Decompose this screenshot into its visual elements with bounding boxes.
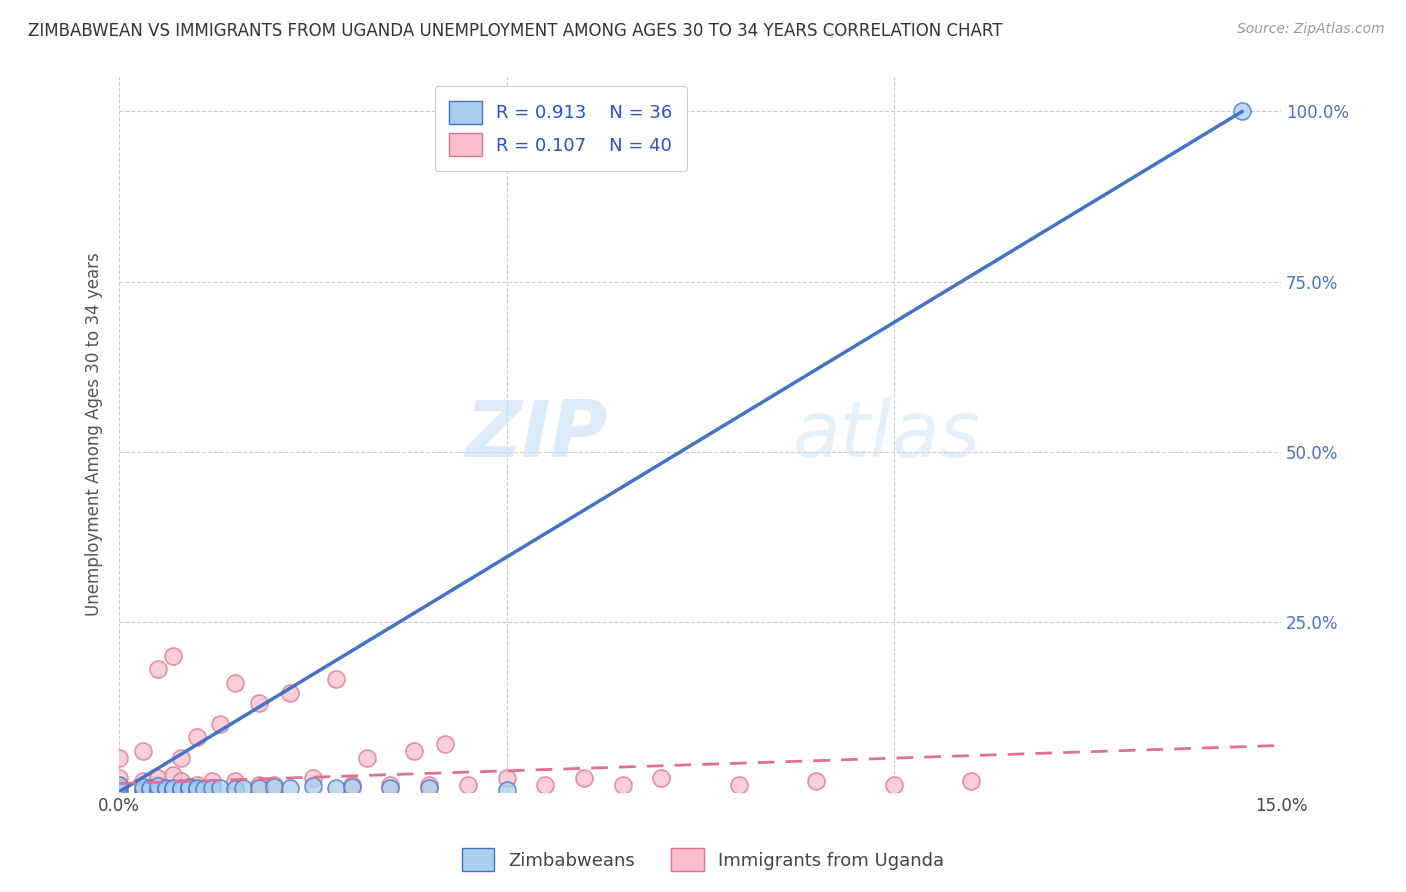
Point (186, 731, 208, 745)
Point (155, 783, 177, 797)
Point (131, 780, 153, 794)
Point (170, 783, 193, 797)
Point (186, 780, 208, 795)
Point (263, 778, 285, 792)
Point (139, 783, 162, 797)
Text: ZIP: ZIP (465, 397, 607, 473)
Point (495, 771, 517, 785)
Point (108, 778, 131, 792)
Point (201, 781, 224, 796)
Point (960, 774, 983, 789)
Point (108, 785, 131, 799)
Point (806, 774, 828, 789)
Point (146, 782, 169, 797)
Point (433, 737, 456, 751)
Point (224, 774, 246, 789)
Point (247, 781, 270, 796)
Point (131, 785, 153, 799)
Point (186, 782, 208, 797)
Point (325, 673, 347, 687)
Point (146, 785, 169, 799)
Point (356, 750, 378, 764)
Point (131, 782, 153, 797)
Point (883, 778, 905, 792)
Point (402, 744, 425, 758)
Point (162, 780, 184, 795)
Point (380, 780, 402, 795)
Point (177, 782, 200, 797)
Point (232, 780, 254, 795)
Point (727, 778, 749, 792)
Point (572, 771, 595, 785)
Point (224, 676, 246, 690)
Point (208, 780, 231, 795)
Point (186, 778, 208, 792)
Point (224, 782, 246, 797)
Legend: R = 0.913    N = 36, R = 0.107    N = 40: R = 0.913 N = 36, R = 0.107 N = 40 (434, 87, 686, 170)
Point (1232, 104, 1254, 119)
Text: atlas: atlas (793, 397, 981, 473)
Point (247, 696, 270, 710)
Point (534, 778, 557, 792)
Point (131, 744, 153, 758)
Point (146, 662, 169, 676)
Point (139, 781, 162, 796)
Point (650, 771, 672, 785)
Point (457, 778, 479, 792)
Y-axis label: Unemployment Among Ages 30 to 34 years: Unemployment Among Ages 30 to 34 years (86, 252, 103, 616)
Point (162, 782, 184, 797)
Point (170, 774, 193, 789)
Point (278, 780, 301, 795)
Point (247, 778, 270, 792)
Point (278, 686, 301, 700)
Point (201, 774, 224, 789)
Point (193, 782, 215, 797)
Point (495, 782, 517, 797)
Point (146, 771, 169, 785)
Point (340, 780, 363, 794)
Point (146, 779, 169, 793)
Point (170, 781, 193, 796)
Point (131, 774, 153, 789)
Point (340, 778, 363, 792)
Point (108, 771, 131, 785)
Point (208, 716, 231, 731)
Text: ZIMBABWEAN VS IMMIGRANTS FROM UGANDA UNEMPLOYMENT AMONG AGES 30 TO 34 YEARS CORR: ZIMBABWEAN VS IMMIGRANTS FROM UGANDA UNE… (28, 22, 1002, 40)
Point (325, 781, 347, 796)
Point (162, 648, 184, 663)
Point (177, 780, 200, 794)
Point (612, 778, 634, 792)
Point (302, 779, 325, 793)
Point (146, 778, 169, 792)
Point (108, 778, 131, 792)
Point (302, 771, 325, 785)
Point (155, 781, 177, 796)
Point (418, 778, 440, 792)
Text: Source: ZipAtlas.com: Source: ZipAtlas.com (1237, 22, 1385, 37)
Legend: Zimbabweans, Immigrants from Uganda: Zimbabweans, Immigrants from Uganda (454, 841, 952, 879)
Point (263, 780, 285, 794)
Point (162, 767, 184, 781)
Point (108, 750, 131, 764)
Point (170, 750, 193, 764)
Point (380, 778, 402, 792)
Point (418, 781, 440, 796)
Point (108, 781, 131, 796)
